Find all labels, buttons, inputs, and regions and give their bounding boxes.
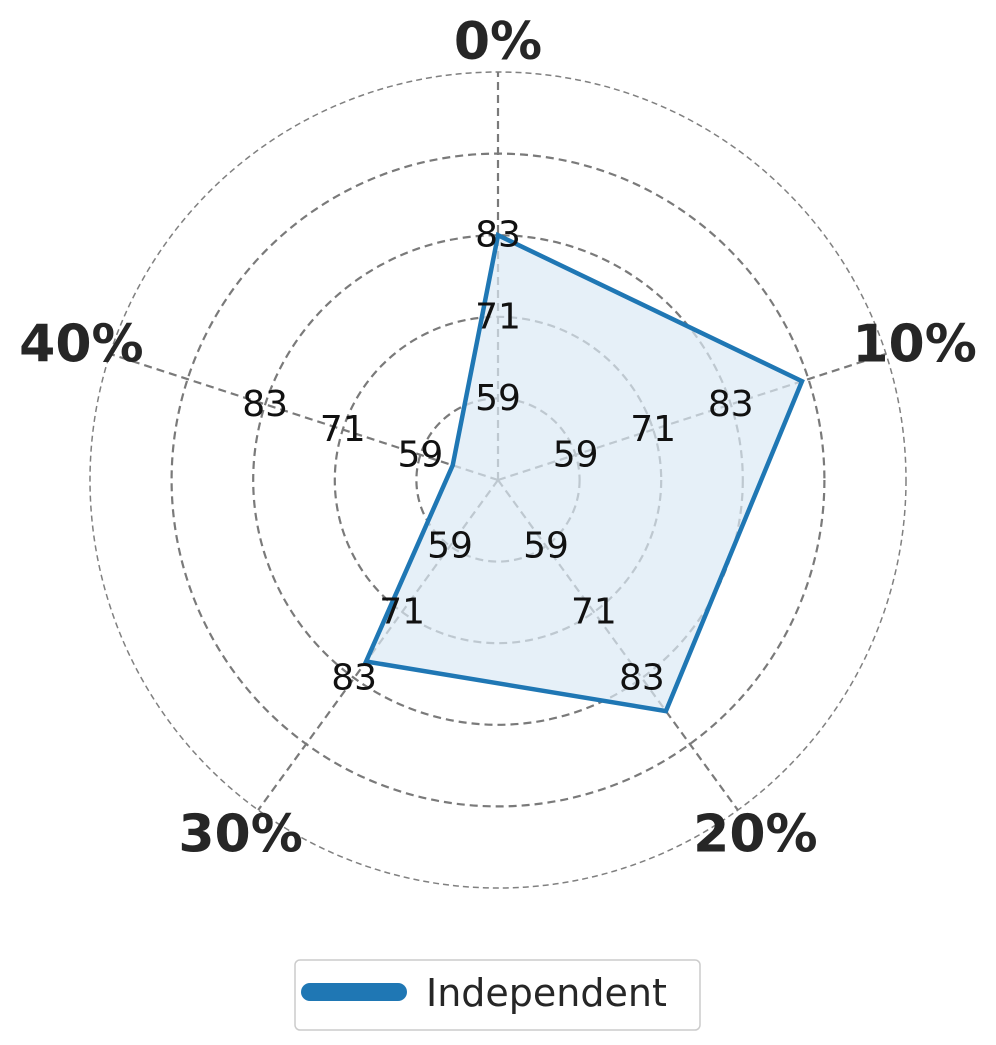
category-label-30pct: 30% — [178, 804, 302, 864]
tick-label-0pct-59: 59 — [475, 378, 521, 419]
tick-label-40pct-83: 83 — [242, 384, 288, 425]
tick-label-0pct-83: 83 — [475, 215, 521, 256]
tick-label-10pct-59: 59 — [553, 434, 599, 475]
tick-label-40pct-59: 59 — [397, 434, 443, 475]
tick-label-0pct-71: 71 — [475, 296, 521, 337]
category-label-20pct: 20% — [693, 804, 817, 864]
tick-label-10pct-71: 71 — [630, 409, 676, 450]
category-label-10pct: 10% — [852, 315, 976, 375]
legend-box — [294, 959, 701, 1031]
tick-label-10pct-83: 83 — [708, 384, 754, 425]
tick-label-20pct-83: 83 — [619, 658, 665, 699]
tick-label-30pct-71: 71 — [379, 592, 425, 633]
legend-label-independent: Independent — [426, 971, 667, 1015]
series-line-0 — [362, 231, 805, 714]
tick-label-30pct-59: 59 — [427, 526, 473, 567]
category-label-40pct: 40% — [19, 315, 143, 375]
tick-label-40pct-71: 71 — [320, 409, 366, 450]
category-label-0pct: 0% — [454, 12, 542, 72]
category-labels: 0% 10% 20% 30% 40% — [19, 12, 977, 864]
radar-series — [362, 231, 805, 714]
radar-spoke-4 — [109, 352, 499, 482]
tick-label-20pct-71: 71 — [571, 592, 617, 633]
tick-label-30pct-83: 83 — [331, 658, 377, 699]
legend: Independent — [294, 959, 701, 1031]
tick-label-20pct-59: 59 — [523, 526, 569, 567]
